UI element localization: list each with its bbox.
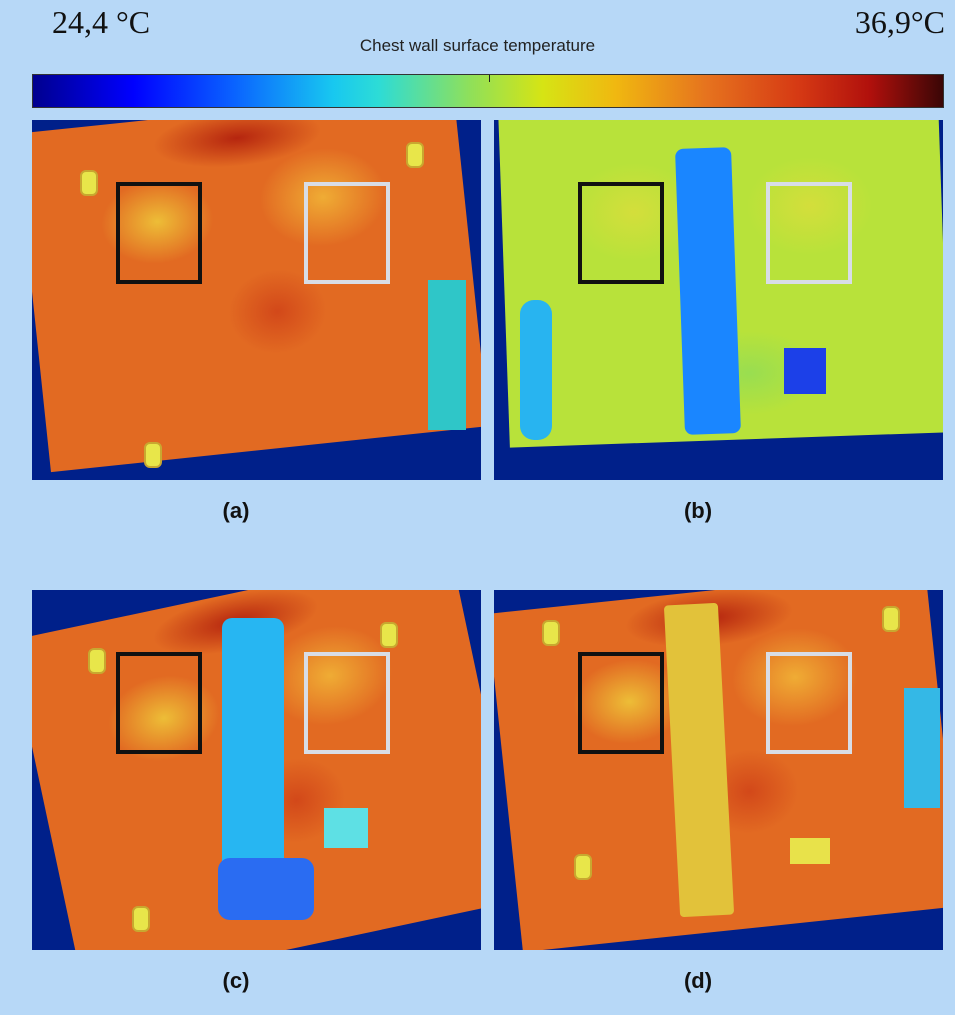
panel-label-b: (b)	[683, 498, 713, 523]
cool-region	[428, 280, 466, 430]
electrode-marker	[380, 622, 398, 648]
roi-box-light	[766, 652, 852, 754]
thermal-image-c	[32, 590, 481, 950]
scale-title: Chest wall surface temperature	[359, 36, 596, 55]
electrode-marker	[542, 620, 560, 646]
roi-box-light	[766, 182, 852, 284]
roi-box-dark	[578, 182, 664, 284]
temperature-colorbar	[32, 74, 944, 108]
electrode-marker	[144, 442, 162, 468]
electrode-marker	[882, 606, 900, 632]
panel-label-c: (c)	[222, 968, 250, 993]
chest-thermal-area	[32, 120, 481, 473]
cool-region	[520, 300, 552, 440]
electrode-marker	[80, 170, 98, 196]
scale-max-label: 36,9°C	[854, 4, 945, 40]
electrode-marker	[574, 854, 592, 880]
panel-label-a: (a)	[222, 498, 250, 523]
cool-strip	[675, 147, 741, 435]
panel-label-d: (d)	[683, 968, 713, 993]
cool-pad	[784, 348, 826, 394]
roi-box-light	[304, 652, 390, 754]
roi-box-light	[304, 182, 390, 284]
thermal-image-a	[32, 120, 481, 480]
electrode-marker	[132, 906, 150, 932]
roi-box-dark	[116, 652, 202, 754]
cool-region	[904, 688, 940, 808]
colorbar-tick	[489, 75, 490, 82]
thermal-image-b	[494, 120, 943, 480]
cool-strip-base	[218, 858, 314, 920]
warm-pad	[790, 838, 830, 864]
thermal-image-d	[494, 590, 943, 950]
electrode-marker	[406, 142, 424, 168]
roi-box-dark	[116, 182, 202, 284]
scale-min-label: 24,4 °C	[52, 4, 151, 40]
roi-box-dark	[578, 652, 664, 754]
electrode-marker	[88, 648, 106, 674]
cool-pad	[324, 808, 368, 848]
